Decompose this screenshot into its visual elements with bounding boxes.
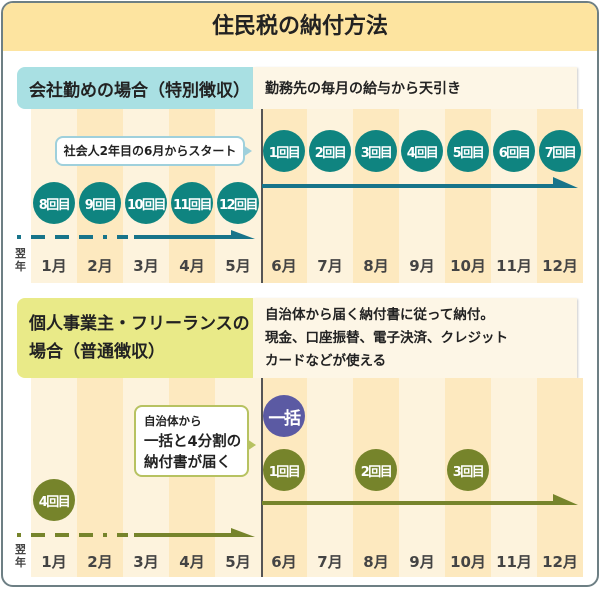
payment-circle: 3回目: [447, 449, 489, 491]
payment-label: 一括: [268, 408, 302, 429]
month-label: 11月: [496, 257, 532, 275]
section2-label: 個人事業主・フリーランスの 場合（普通徴収）: [17, 298, 253, 378]
payment-circle: 1回目: [263, 130, 305, 172]
month-column: [77, 378, 123, 577]
month-label: 3月: [133, 257, 159, 275]
payment-circle: 8回目: [33, 182, 75, 224]
payment-circle: 一括: [263, 395, 305, 437]
payment-circle: 12回目: [217, 182, 259, 224]
page-title: 住民税の納付方法: [3, 3, 597, 51]
payment-circle: 10回目: [125, 182, 167, 224]
month-label: 10月: [450, 257, 486, 275]
payment-label: 8回目: [38, 197, 71, 213]
payment-circle: 2回目: [309, 130, 351, 172]
next-year-label: 翌年: [15, 247, 26, 273]
payment-label: 3回目: [452, 464, 485, 480]
month-label: 8月: [363, 257, 389, 275]
section2-label-line1: 個人事業主・フリーランスの: [29, 314, 250, 334]
payment-circle: 11回目: [171, 182, 213, 224]
month-label: 8月: [363, 553, 389, 571]
section1-label: 会社勤めの場合（特別徴収）: [17, 67, 253, 109]
month-label: 12月: [542, 257, 578, 275]
callout-pointer: [247, 439, 256, 451]
payment-circle: 2回目: [355, 449, 397, 491]
section1-description: 勤務先の毎月の給与から天引き: [253, 67, 577, 109]
description-line: 現金、口座振替、電子決済、クレジット: [265, 329, 508, 346]
payment-label: 11回目: [172, 197, 213, 213]
payment-label: 10回目: [126, 197, 167, 213]
payment-label: 4回目: [38, 494, 71, 510]
payment-label: 7回目: [544, 145, 577, 161]
june-divider: [261, 109, 263, 283]
month-label: 9月: [409, 257, 435, 275]
month-label: 5月: [225, 553, 251, 571]
payment-label: 1回目: [268, 145, 301, 161]
month-label: 1月: [41, 553, 67, 571]
payment-label: 5回目: [452, 145, 485, 161]
month-column: [491, 378, 537, 577]
payment-label: 6回目: [498, 145, 531, 161]
payment-label: 4回目: [406, 145, 439, 161]
month-label: 9月: [409, 553, 435, 571]
callout-pointer: [243, 145, 252, 157]
month-column: [31, 378, 77, 577]
callout-line: 一括と4分割の: [144, 434, 242, 450]
description-line: 自治体から届く納付書に従って納付。: [265, 306, 494, 323]
start-callout: 社会人2年目の6月からスタート: [55, 136, 245, 166]
june-divider: [261, 378, 263, 577]
next-year-label: 翌年: [15, 543, 26, 569]
description-line: カードなどが使える: [265, 352, 387, 369]
payment-circle: 5回目: [447, 130, 489, 172]
payment-circle: 9回目: [79, 182, 121, 224]
month-label: 6月: [271, 257, 297, 275]
payment-circle: 6回目: [493, 130, 535, 172]
month-column: [307, 378, 353, 577]
payment-label: 9回目: [84, 197, 117, 213]
month-label: 10月: [450, 553, 486, 571]
section2-description: 自治体から届く納付書に従って納付。 現金、口座振替、電子決済、クレジット カード…: [253, 298, 577, 378]
month-label: 5月: [225, 257, 251, 275]
month-label: 7月: [317, 553, 343, 571]
payment-circle: 4回目: [33, 479, 75, 521]
payment-label: 12回目: [218, 197, 259, 213]
payment-label: 2回目: [314, 145, 347, 161]
notice-callout: 自治体から一括と4分割の 納付書が届く: [134, 405, 249, 477]
month-label: 1月: [41, 257, 67, 275]
callout-line: 納付書が届く: [144, 455, 231, 471]
month-label: 12月: [542, 553, 578, 571]
payment-circle: 7回目: [539, 130, 581, 172]
month-label: 3月: [133, 553, 159, 571]
month-label: 4月: [179, 257, 205, 275]
month-label: 7月: [317, 257, 343, 275]
month-label: 4月: [179, 553, 205, 571]
month-column: [399, 378, 445, 577]
payment-label: 2回目: [360, 464, 393, 480]
month-label: 2月: [87, 553, 113, 571]
payment-circle: 3回目: [355, 130, 397, 172]
payment-label: 1回目: [268, 464, 301, 480]
payment-label: 3回目: [360, 145, 393, 161]
payment-circle: 4回目: [401, 130, 443, 172]
payment-circle: 1回目: [263, 449, 305, 491]
section2-label-line2: 場合（普通徴収）: [29, 342, 165, 362]
callout-line: 自治体から: [144, 414, 202, 428]
month-label: 6月: [271, 553, 297, 571]
month-column: [537, 378, 583, 577]
month-label: 11月: [496, 553, 532, 571]
month-label: 2月: [87, 257, 113, 275]
